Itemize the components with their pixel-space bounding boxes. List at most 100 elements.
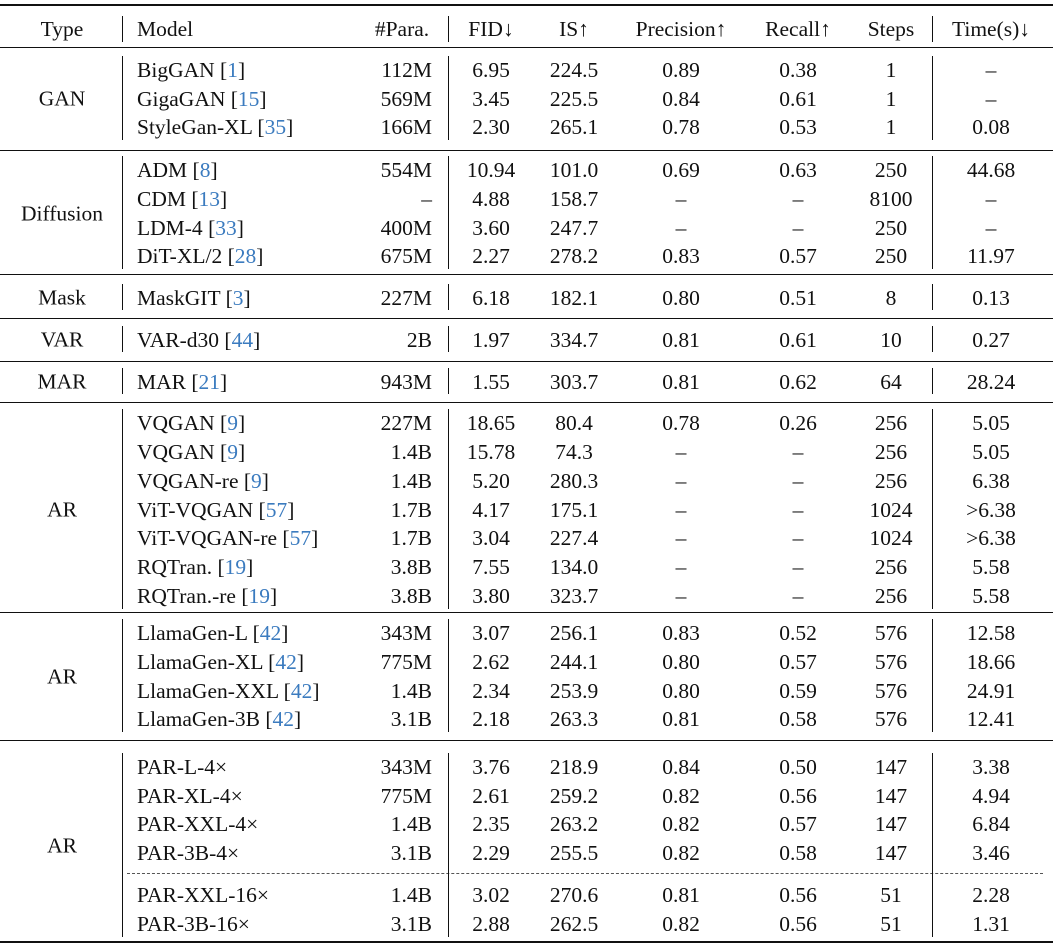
citation-link[interactable]: 42 [272,707,295,732]
citation-bracket: [ [247,621,260,645]
model-name: StyleGan-XL [35] [137,112,293,142]
citation-link[interactable]: 35 [264,115,287,140]
steps-cell: 51 [880,883,902,908]
citation-bracket: [ [202,215,216,240]
citation-bracket: ] [259,86,267,111]
is-cell: 265.1 [549,115,599,140]
time-cell: – [985,58,997,82]
citation-bracket: [ [214,439,228,464]
fid-cell: 3.45 [472,86,510,111]
precision-cell: 0.84 [662,755,700,779]
citation-link[interactable]: 9 [227,439,238,464]
group-type-label: VAR [40,327,84,352]
precision-cell: 0.82 [662,783,700,808]
citation-link[interactable]: 42 [275,649,297,674]
fid-cell: 3.60 [472,215,510,240]
steps-cell: 1024 [869,497,913,522]
steps-cell: 1024 [869,526,913,551]
citation-link[interactable]: 33 [215,215,237,240]
fid-cell: 2.18 [472,707,510,732]
precision-cell: 0.80 [662,678,700,703]
fid-cell: 6.18 [472,286,510,310]
citation-link[interactable]: 57 [265,497,288,522]
citation-bracket: [ [219,328,232,352]
steps-cell: 576 [874,621,908,645]
citation-link[interactable]: 19 [248,584,270,609]
model-label: PAR-L-4× [137,755,228,779]
is-cell: 182.1 [549,286,599,310]
citation-link[interactable]: 1 [227,58,238,82]
fid-cell: 1.97 [472,328,510,352]
citation-link[interactable]: 9 [251,468,262,493]
column-divider-header [932,16,933,42]
time-cell: 5.58 [972,584,1010,609]
column-divider [448,368,449,394]
group-type-label: Diffusion [20,201,104,225]
model-name: PAR-XXL-16× [137,880,269,910]
citation-link[interactable]: 3 [232,286,244,310]
model-label: BigGAN [137,58,215,82]
column-divider [932,409,933,610]
recall-cell: 0.61 [779,328,817,352]
precision-cell: 0.83 [662,244,700,269]
fid-cell: 3.04 [472,526,510,551]
params-cell: 3.1B [390,707,432,732]
citation-bracket: ] [281,621,289,645]
citation-link[interactable]: 21 [198,370,221,394]
citation-link[interactable]: 44 [231,328,254,352]
citation-bracket: [ [278,678,291,703]
column-divider [932,284,933,310]
header-steps: Steps [867,17,915,41]
dashed-separator [127,873,1043,874]
citation-link[interactable]: 57 [289,526,312,551]
model-label: GigaGAN [137,86,226,111]
column-divider [122,56,123,140]
citation-link[interactable]: 42 [290,678,313,703]
steps-cell: 1 [885,58,897,82]
model-label: CDM [137,186,186,211]
is-cell: 334.7 [549,328,599,352]
model-name: ADM [8] [137,155,218,185]
citation-bracket: [ [253,497,266,522]
citation-bracket: ] [246,555,254,580]
steps-cell: 8100 [869,186,913,211]
citation-link[interactable]: 8 [199,158,211,182]
citation-link[interactable]: 42 [259,621,282,645]
fid-cell: 18.65 [466,411,516,435]
model-name: ViT-VQGAN [57] [137,495,294,525]
recall-cell: 0.52 [779,621,817,645]
citation-bracket: ] [210,158,218,182]
precision-cell: 0.89 [662,58,700,82]
recall-cell: 0.53 [779,115,817,140]
steps-cell: 576 [874,649,908,674]
params-cell: 3.1B [390,840,432,865]
model-name: PAR-3B-4× [137,838,239,868]
is-cell: 263.3 [549,707,599,732]
citation-link[interactable]: 13 [198,186,221,211]
fid-cell: 3.80 [472,584,510,609]
model-name: PAR-XL-4× [137,781,243,811]
recall-cell: 0.50 [779,755,817,779]
citation-bracket: ] [237,411,246,435]
params-cell: 1.4B [390,678,432,703]
fid-cell: 6.95 [472,58,510,82]
column-divider [122,409,123,610]
recall-cell: 0.63 [779,158,817,182]
model-name: LlamaGen-XXL [42] [137,676,320,706]
time-cell: – [985,215,997,240]
citation-bracket: [ [214,411,228,435]
is-cell: 134.0 [549,555,599,580]
group-type-label: Mask [38,285,86,310]
column-divider [932,753,933,937]
citation-link[interactable]: 19 [224,555,247,580]
citation-link[interactable]: 28 [234,244,257,269]
precision-cell: 0.80 [662,286,700,310]
params-cell: 3.1B [390,912,432,936]
model-label: VAR-d30 [137,328,220,352]
citation-link[interactable]: 15 [237,86,260,111]
precision-cell: – [675,468,687,493]
citation-link[interactable]: 9 [227,411,238,435]
params-cell: 112M [381,58,432,82]
steps-cell: 1 [885,115,897,140]
column-divider-header [448,16,449,42]
